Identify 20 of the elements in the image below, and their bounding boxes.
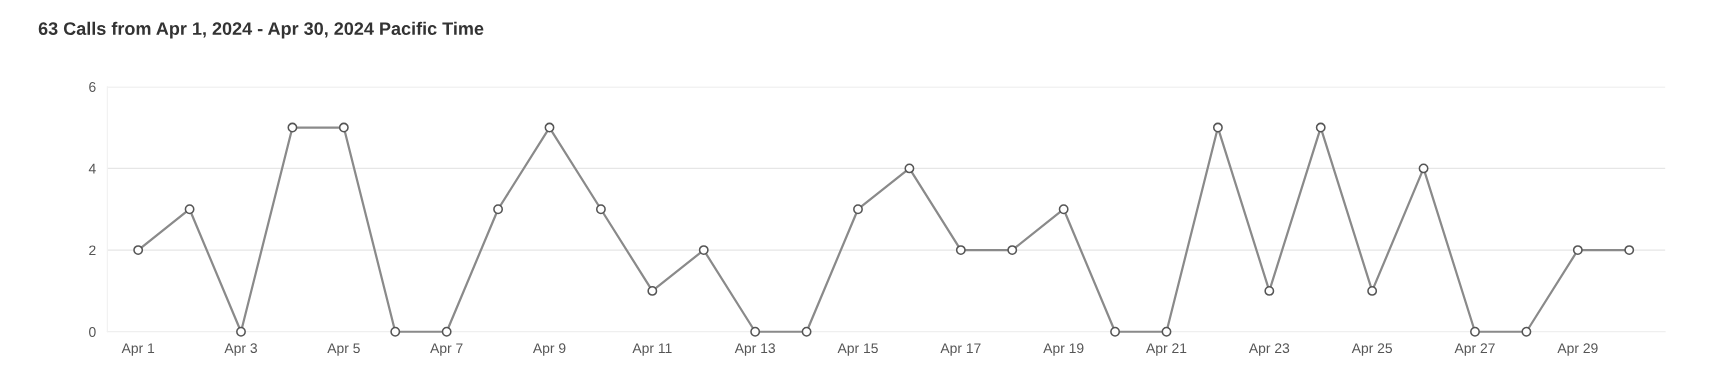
- x-tick-label: Apr 21: [1146, 343, 1187, 356]
- y-tick-label: 2: [89, 245, 96, 256]
- x-tick-label: Apr 1: [121, 343, 155, 356]
- x-tick-label: Apr 15: [837, 343, 878, 356]
- x-tick-label: Apr 5: [327, 343, 360, 356]
- x-tick-label: Apr 29: [1557, 343, 1598, 356]
- x-tick-label: Apr 7: [430, 343, 463, 356]
- y-tick-label: 0: [89, 327, 96, 337]
- x-tick-label: Apr 13: [734, 343, 776, 356]
- x-tick-label: Apr 25: [1351, 343, 1393, 356]
- x-tick-label: Apr 23: [1248, 343, 1290, 356]
- y-tick-label: 4: [88, 163, 96, 174]
- x-tick-label: Apr 19: [1043, 343, 1084, 356]
- y-tick-label: 6: [89, 82, 96, 92]
- x-tick-label: Apr 17: [940, 343, 981, 356]
- x-tick-label: Apr 27: [1454, 343, 1495, 356]
- x-tick-label: Apr 3: [224, 343, 257, 356]
- x-tick-label: Apr 9: [532, 343, 566, 356]
- x-tick-label: Apr 11: [632, 343, 672, 356]
- chart-title: 63 Calls from Apr 1, 2024 - Apr 30, 2024 Pacific Time: [38, 21, 484, 39]
